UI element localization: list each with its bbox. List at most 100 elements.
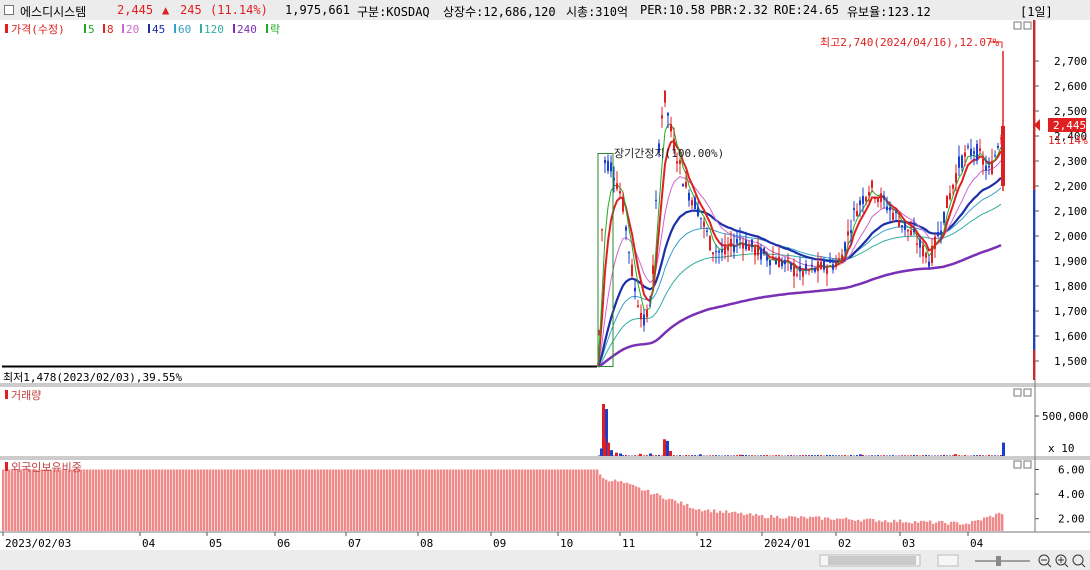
volume-bar [685,455,687,456]
foreign-bar [350,469,353,531]
foreign-bar [368,469,371,531]
foreign-bar [890,522,893,531]
x-tick-label: 05 [209,537,222,550]
candle-body [754,246,756,256]
foreign-bar [515,469,518,531]
foreign-bar [494,469,497,531]
volume-bar [688,455,690,456]
candle-body [865,197,867,202]
foreign-bar [578,469,581,531]
foreign-bar [938,521,941,531]
foreign-bar [32,469,35,531]
foreign-bar [563,469,566,531]
foreign-bar [338,469,341,531]
foreign-bar [332,469,335,531]
candle-body [757,244,759,256]
price-tick-label: 2,600 [1054,80,1087,93]
last-candle [1001,126,1005,186]
volume-bar [643,455,645,456]
zoom-reset-icon[interactable] [1072,554,1086,568]
foreign-bar [242,469,245,531]
foreign-bar [935,522,938,531]
scroll-right-button[interactable] [937,554,959,567]
foreign-bar [839,518,842,531]
foreign-legend-label: 외국인보유비중 [11,461,82,474]
foreign-bar [584,469,587,531]
volume-tick-label: 500,000 [1042,410,1088,423]
candle-body [826,268,828,274]
foreign-bar [236,469,239,531]
foreign-bar [812,517,815,531]
zoom-slider-handle[interactable] [996,556,1001,566]
foreign-bar [497,469,500,531]
foreign-bar [551,469,554,531]
scrollbar-thumb[interactable] [828,556,916,565]
price-tick-label: 2,300 [1054,155,1087,168]
candle-body [673,138,675,151]
volume-bar [598,455,600,456]
candle-body [778,256,780,268]
foreign-bar [869,518,872,531]
foreign-bar [530,469,533,531]
foreign-bar [113,469,116,531]
volume-bar [733,455,735,456]
foreign-bar [770,514,773,531]
foreign-bar [863,519,866,531]
foreign-bar [2,469,5,531]
volume-bar [910,455,912,456]
period-selector[interactable]: [1일] [1020,5,1053,19]
ma-legend-label: 45 [152,23,165,36]
foreign-bar [785,518,788,531]
candle-body [652,265,654,275]
foreign-bar [677,503,680,531]
foreign-bar [293,469,296,531]
foreign-bar [959,524,962,531]
foreign-bar [470,469,473,531]
candle-body [775,261,777,265]
bottom-toolbar [0,550,1090,570]
panel-controls[interactable] [1013,21,1032,469]
candle-body [622,197,624,212]
foreign-bar [665,499,668,531]
volume-legend-label: 거래량 [11,389,41,402]
volume-bar [991,455,993,456]
volume-spike-bar [639,453,642,456]
foreign-bar [704,510,707,531]
foreign-bar [14,469,17,531]
volume-bar [868,455,870,456]
foreign-bar [401,469,404,531]
foreign-bar [257,469,260,531]
foreign-bar [689,507,692,531]
foreign-bar [692,508,695,531]
foreign-bar [929,520,932,531]
volume-bar [880,455,882,456]
ma-legend-label: 120 [204,23,224,36]
volume-bar [646,455,648,456]
foreign-bar [218,469,221,531]
foreign-bar [659,495,662,531]
candle-body [832,264,834,270]
foreign-bar [347,469,350,531]
zoom-in-icon[interactable] [1055,554,1069,568]
candle-body [955,173,957,183]
candle-body [730,238,732,247]
foreign-bar [77,469,80,531]
foreign-bar [371,469,374,531]
foreign-bar [638,487,641,531]
foreign-bar [149,469,152,531]
per-value: PER:10.58 [640,3,706,17]
foreign-bar [482,469,485,531]
volume-bar [832,455,834,456]
foreign-bar [161,469,164,531]
moving-average-lines [596,123,1002,368]
x-tick-label: 04 [142,537,156,550]
foreign-bar [662,498,665,531]
volume-bar [727,455,729,456]
candle-body [625,226,627,231]
foreign-bar [716,512,719,531]
foreign-bar [995,513,998,531]
window-icon[interactable] [4,5,14,15]
candle-body [736,238,738,244]
foreign-bar [119,469,122,531]
zoom-out-icon[interactable] [1038,554,1052,568]
